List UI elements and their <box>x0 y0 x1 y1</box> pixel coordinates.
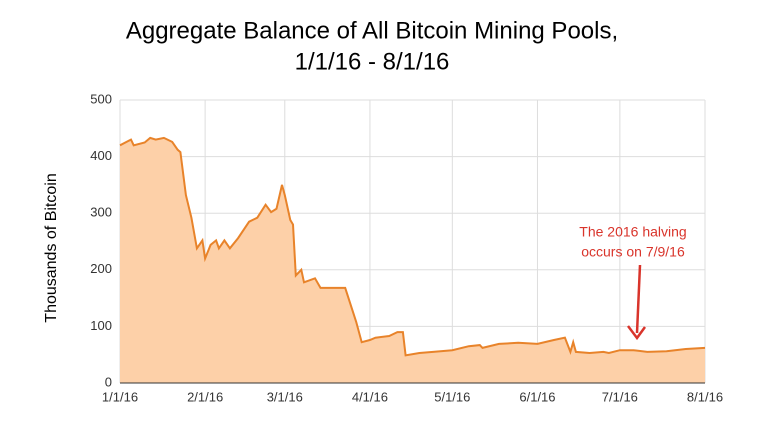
x-tick-label: 5/1/16 <box>434 389 470 404</box>
x-tick-label: 6/1/16 <box>519 389 555 404</box>
line <box>119 136 706 357</box>
y-axis-label: Thousands of Bitcoin <box>43 173 60 322</box>
chart-title: 1/1/16 - 8/1/16 <box>295 48 450 75</box>
annotation: occurs on 7/9/16 <box>581 244 685 260</box>
annotation: The 2016 halving <box>579 224 686 240</box>
y-tick-label: 100 <box>90 318 112 333</box>
y-tick-label: 0 <box>105 374 112 389</box>
x-tick-label: 4/1/16 <box>352 389 388 404</box>
annotation-arrow <box>635 264 642 334</box>
x-tick-label: 1/1/16 <box>102 389 138 404</box>
x-tick-label: 8/1/16 <box>687 389 723 404</box>
y-tick-label: 200 <box>90 261 112 276</box>
x-tick-label: 2/1/16 <box>187 389 223 404</box>
x-tick-label: 7/1/16 <box>602 389 638 404</box>
y-tick-label: 500 <box>90 91 112 106</box>
annotation-arrowhead <box>627 325 647 341</box>
area <box>120 137 705 383</box>
y-tick-label: 400 <box>90 148 112 163</box>
x-tick-label: 3/1/16 <box>267 389 303 404</box>
chart-title: Aggregate Balance of All Bitcoin Mining … <box>126 17 618 44</box>
y-tick-label: 300 <box>90 205 112 220</box>
